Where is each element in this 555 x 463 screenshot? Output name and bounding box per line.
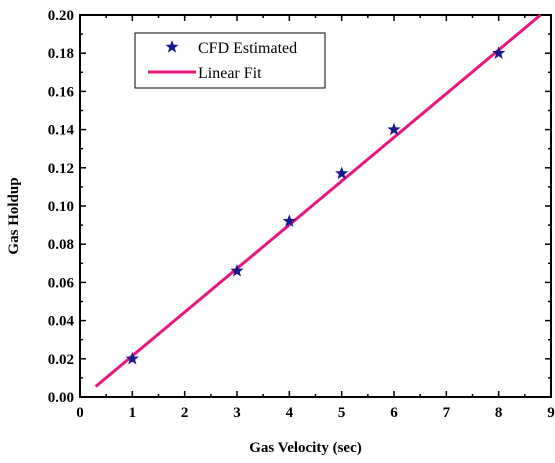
y-tick-label: 0.00 — [48, 390, 74, 406]
legend-star-icon — [165, 40, 179, 53]
x-tick-label: 3 — [233, 405, 241, 421]
data-point — [387, 122, 401, 136]
x-tick-label: 0 — [76, 405, 84, 421]
legend-label-linear-fit: Linear Fit — [198, 65, 262, 82]
legend: CFD Estimated Linear Fit — [134, 32, 326, 89]
data-point — [230, 263, 244, 277]
y-tick-label: 0.04 — [48, 314, 75, 330]
y-tick-label: 0.20 — [48, 8, 74, 24]
x-tick-label: 4 — [286, 405, 294, 421]
y-tick-label: 0.12 — [48, 161, 74, 177]
y-tick-label: 0.02 — [48, 352, 74, 368]
x-tick-label: 9 — [547, 405, 555, 421]
y-tick-label: 0.16 — [48, 84, 75, 100]
x-axis: 0 1 2 3 4 5 6 7 8 9 — [76, 15, 555, 421]
x-tick-label: 6 — [390, 405, 398, 421]
series-layer — [94, 13, 542, 388]
legend-label-cfd-estimated: CFD Estimated — [198, 40, 297, 57]
x-tick-label: 7 — [443, 405, 451, 421]
x-tick-label: 2 — [181, 405, 189, 421]
y-tick-label: 0.18 — [48, 46, 74, 62]
legend-marker-cfd-estimated — [165, 40, 179, 53]
data-point — [125, 351, 139, 365]
y-tick-label: 0.14 — [48, 123, 75, 139]
data-point — [335, 166, 349, 180]
data-point — [282, 214, 296, 227]
x-tick-label: 8 — [495, 405, 503, 421]
x-tick-label: 5 — [338, 405, 346, 421]
y-axis-title: Gas Holdup — [6, 177, 22, 254]
x-tick-label: 1 — [129, 405, 137, 421]
linear-fit-line — [94, 13, 542, 388]
y-tick-label: 0.06 — [48, 275, 75, 291]
data-point — [492, 46, 506, 59]
y-axis: 0.00 0.02 0.04 0.06 0.08 0.10 0.12 0.14 0.16 0.18… — [48, 8, 551, 406]
y-tick-label: 0.08 — [48, 237, 74, 253]
x-axis-title: Gas Velocity (sec) — [249, 440, 361, 456]
y-tick-label: 0.10 — [48, 199, 74, 215]
legend-box — [134, 32, 326, 89]
